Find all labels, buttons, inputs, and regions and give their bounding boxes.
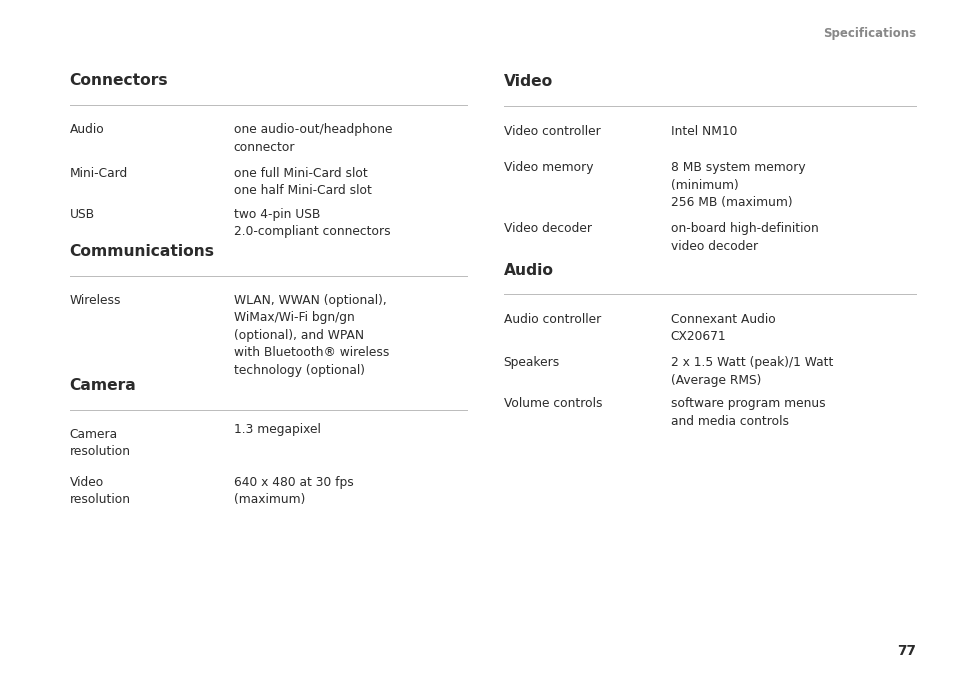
- Text: two 4-pin USB
2.0-compliant connectors: two 4-pin USB 2.0-compliant connectors: [233, 208, 390, 238]
- Text: Audio controller: Audio controller: [503, 313, 600, 326]
- Text: Camera
resolution: Camera resolution: [70, 428, 131, 458]
- Text: 8 MB system memory
(minimum)
256 MB (maximum): 8 MB system memory (minimum) 256 MB (max…: [670, 161, 804, 209]
- Text: Video controller: Video controller: [503, 125, 599, 137]
- Text: one audio-out/headphone
connector: one audio-out/headphone connector: [233, 123, 392, 154]
- Text: Video memory: Video memory: [503, 161, 593, 174]
- Text: Speakers: Speakers: [503, 356, 559, 369]
- Text: software program menus
and media controls: software program menus and media control…: [670, 397, 824, 428]
- Text: Specifications: Specifications: [821, 27, 915, 40]
- Text: 640 x 480 at 30 fps
(maximum): 640 x 480 at 30 fps (maximum): [233, 476, 354, 506]
- Text: Camera: Camera: [70, 378, 136, 393]
- Text: 2 x 1.5 Watt (peak)/1 Watt
(Average RMS): 2 x 1.5 Watt (peak)/1 Watt (Average RMS): [670, 356, 832, 387]
- Text: Video
resolution: Video resolution: [70, 476, 131, 506]
- Text: Audio: Audio: [70, 123, 104, 136]
- Text: Volume controls: Volume controls: [503, 397, 601, 410]
- Text: on-board high-definition
video decoder: on-board high-definition video decoder: [670, 222, 818, 253]
- Text: Intel NM10: Intel NM10: [670, 125, 737, 137]
- Text: Video: Video: [503, 74, 553, 89]
- Text: one full Mini-Card slot
one half Mini-Card slot: one full Mini-Card slot one half Mini-Ca…: [233, 167, 372, 197]
- Text: Connexant Audio
CX20671: Connexant Audio CX20671: [670, 313, 775, 343]
- Text: Wireless: Wireless: [70, 294, 121, 307]
- Text: Audio: Audio: [503, 263, 553, 278]
- Text: 77: 77: [896, 644, 915, 658]
- Text: Mini-Card: Mini-Card: [70, 167, 128, 179]
- Text: Connectors: Connectors: [70, 73, 168, 88]
- Text: 1.3 megapixel: 1.3 megapixel: [233, 423, 320, 436]
- Text: USB: USB: [70, 208, 94, 221]
- Text: WLAN, WWAN (optional),
WiMax/Wi-Fi bgn/gn
(optional), and WPAN
with Bluetooth® w: WLAN, WWAN (optional), WiMax/Wi-Fi bgn/g…: [233, 294, 389, 377]
- Text: Video decoder: Video decoder: [503, 222, 591, 235]
- Text: Communications: Communications: [70, 244, 214, 259]
